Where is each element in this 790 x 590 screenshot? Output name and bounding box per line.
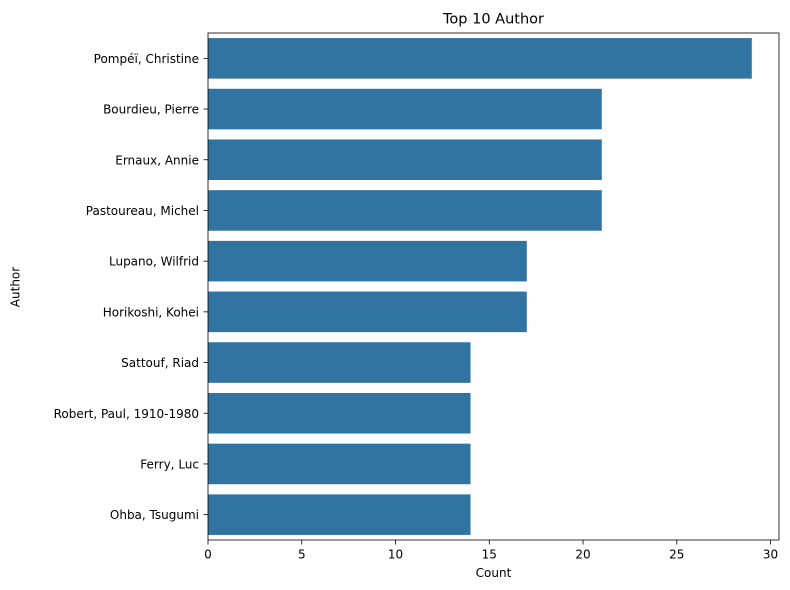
plot-frame [207, 32, 780, 541]
axes-layer: Pompéï, Christine Bourdieu, Pierre Ernaux,… [54, 32, 780, 562]
bar [208, 443, 471, 485]
x-tick-label: 15 [482, 548, 497, 562]
y-tick-label: Horikoshi, Kohei [103, 305, 199, 319]
y-tick-label: Ohba, Tsugumi [110, 508, 199, 522]
bar [208, 494, 471, 535]
y-tick-label: Ferry, Luc [140, 457, 199, 471]
bar [208, 392, 471, 434]
y-tick-label: Bourdieu, Pierre [103, 103, 199, 117]
y-tick-label: Robert, Paul, 1910-1980 [54, 407, 199, 421]
x-tick-label: 30 [763, 548, 778, 562]
bar [208, 190, 602, 231]
bar [208, 342, 471, 383]
x-tick-label: 0 [204, 548, 212, 562]
y-tick-label: Ernaux, Annie [115, 153, 199, 167]
x-tick-label: 20 [575, 548, 590, 562]
y-tick-label: Pastoureau, Michel [86, 204, 199, 218]
x-tick-label: 10 [388, 548, 403, 562]
chart-title: Top 10 Author [442, 12, 544, 28]
bar [208, 291, 527, 333]
x-tick-label: 5 [298, 548, 306, 562]
y-tick-label: Pompéï, Christine [94, 52, 199, 66]
y-axis-label: Author [9, 267, 23, 307]
x-axis-label: Count [476, 566, 512, 580]
bar [208, 240, 527, 282]
x-tick-label: 25 [669, 548, 684, 562]
bars-layer [208, 38, 752, 535]
y-tick-label: Sattouf, Riad [121, 356, 199, 370]
bar [208, 38, 752, 79]
bar [208, 139, 602, 181]
y-tick-label: Lupano, Wilfrid [109, 255, 199, 269]
bar [208, 88, 602, 130]
